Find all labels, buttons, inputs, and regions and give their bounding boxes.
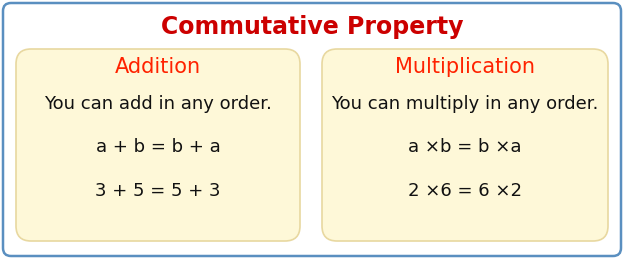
Text: 3 + 5 = 5 + 3: 3 + 5 = 5 + 3 xyxy=(95,182,221,200)
FancyBboxPatch shape xyxy=(16,49,300,241)
Text: Commutative Property: Commutative Property xyxy=(161,15,463,39)
Text: You can add in any order.: You can add in any order. xyxy=(44,95,272,113)
FancyBboxPatch shape xyxy=(3,3,621,256)
Text: a ×b = b ×a: a ×b = b ×a xyxy=(408,138,522,156)
Text: a + b = b + a: a + b = b + a xyxy=(95,138,220,156)
Text: You can multiply in any order.: You can multiply in any order. xyxy=(331,95,598,113)
Text: 2 ×6 = 6 ×2: 2 ×6 = 6 ×2 xyxy=(408,182,522,200)
Text: Multiplication: Multiplication xyxy=(395,57,535,77)
Text: Addition: Addition xyxy=(115,57,201,77)
FancyBboxPatch shape xyxy=(322,49,608,241)
